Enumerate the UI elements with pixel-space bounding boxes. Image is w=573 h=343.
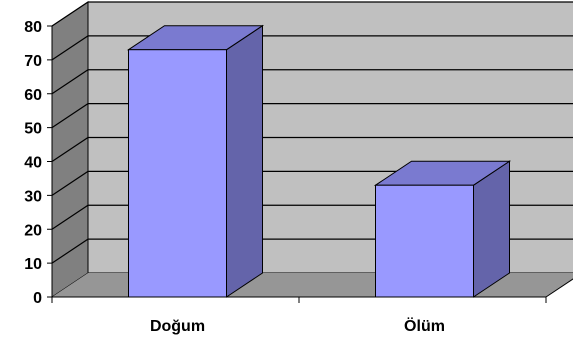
y-tick-label: 50	[24, 121, 42, 138]
gridline	[51, 35, 573, 61]
gridline	[51, 136, 573, 162]
bar-2	[373, 160, 512, 298]
y-tick-labels: 0 10 20 30 40 50 60 70 80	[24, 19, 42, 307]
y-tick-label: 70	[24, 53, 42, 70]
bars	[126, 24, 512, 298]
x-category-labels: Doğum Ölüm	[150, 316, 445, 335]
bar-front-face	[375, 184, 474, 298]
y-tick-label: 30	[24, 188, 42, 205]
y-tick-label: 80	[24, 19, 42, 36]
y-tick-label: 40	[24, 155, 42, 172]
y-tick-label: 60	[24, 87, 42, 104]
bar-front-face	[128, 49, 227, 298]
gridline	[51, 1, 573, 27]
gridline	[51, 69, 573, 95]
y-tick-label: 20	[24, 222, 42, 239]
bar-side-face	[226, 24, 263, 298]
bar-1	[126, 24, 265, 298]
gridline	[51, 103, 573, 129]
x-category-label: Doğum	[150, 318, 205, 335]
floor-edge	[545, 278, 573, 298]
y-tick-label: 0	[33, 290, 42, 307]
y-tick-label: 10	[24, 256, 42, 273]
x-category-label: Ölüm	[404, 316, 445, 335]
